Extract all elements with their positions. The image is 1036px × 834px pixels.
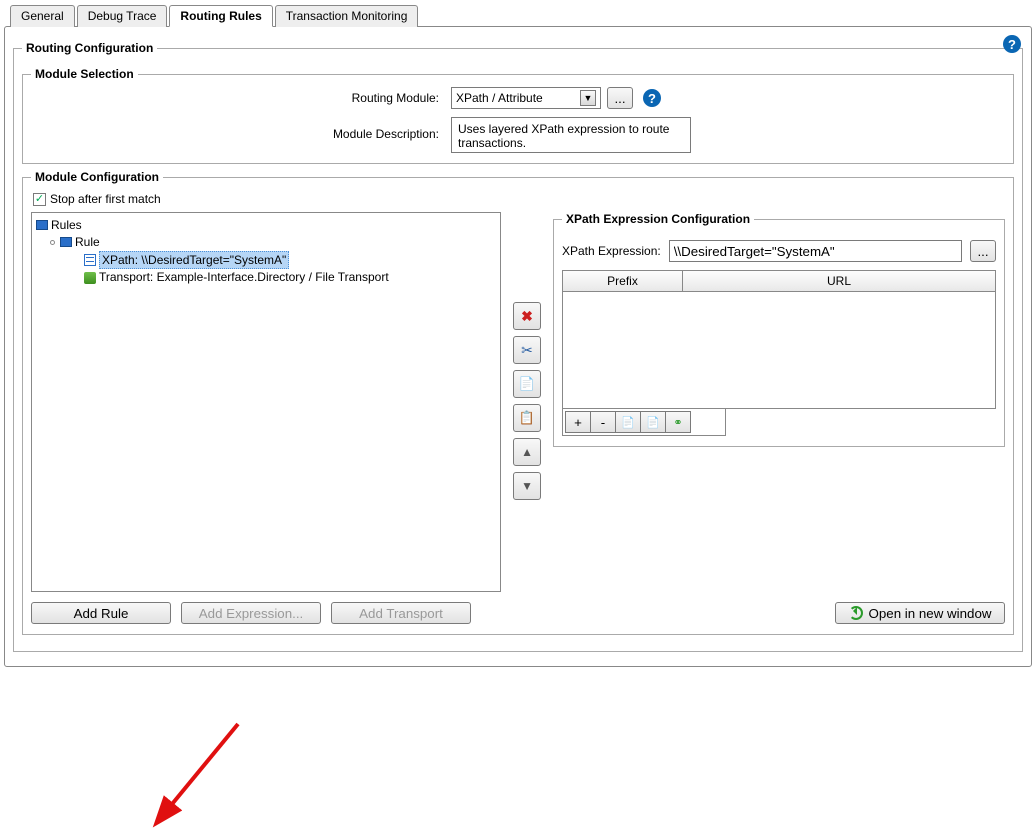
xpath-legend: XPath Expression Configuration (562, 212, 754, 226)
paste-icon: 📋 (519, 410, 535, 426)
checkbox-icon: ✓ (33, 193, 46, 206)
tabs-row: General Debug Trace Routing Rules Transa… (10, 4, 1032, 26)
module-configuration-legend: Module Configuration (31, 170, 163, 184)
stop-after-first-match-checkbox[interactable]: ✓ Stop after first match (33, 192, 161, 206)
rules-tree[interactable]: Rules Rule XPath: \\DesiredTarget="Syste… (31, 212, 501, 592)
module-description-label: Module Description: (31, 117, 451, 141)
chevron-down-icon: ▼ (580, 90, 596, 106)
xpath-expression-label: XPath Expression: (562, 244, 661, 258)
add-transport-button[interactable]: Add Transport (331, 602, 471, 624)
routing-configuration-fieldset: Routing Configuration Module Selection R… (13, 41, 1023, 652)
tab-debug-trace[interactable]: Debug Trace (77, 5, 168, 27)
tree-root-rules[interactable]: Rules (36, 217, 496, 234)
tab-routing-rules[interactable]: Routing Rules (169, 5, 272, 27)
tree-toggle-icon[interactable] (50, 240, 55, 245)
tree-transport-node[interactable]: Transport: Example-Interface.Directory /… (84, 269, 496, 286)
tree-xpath-label: XPath: \\DesiredTarget="SystemA" (99, 251, 289, 270)
delete-button[interactable]: ✖ (513, 302, 541, 330)
page-red-icon: 📄 (621, 416, 635, 429)
routing-module-label: Routing Module: (31, 87, 451, 105)
help-button-top[interactable]: ? (1003, 35, 1021, 53)
routing-configuration-legend: Routing Configuration (22, 41, 157, 55)
namespace-table[interactable]: Prefix URL (562, 270, 996, 409)
column-prefix[interactable]: Prefix (563, 271, 683, 291)
delete-icon: ✖ (521, 308, 533, 325)
page-blue-icon: 📄 (646, 416, 660, 429)
rule-icon (60, 237, 72, 247)
arrow-down-icon: ▼ (521, 479, 533, 493)
routing-module-select[interactable]: XPath / Attribute ▼ (451, 87, 601, 109)
namespace-tool-1[interactable]: 📄 (615, 411, 641, 433)
xpath-expression-input[interactable] (669, 240, 962, 262)
routing-panel: ? Routing Configuration Module Selection… (4, 26, 1032, 667)
module-selection-legend: Module Selection (31, 67, 138, 81)
xpath-expression-panel: XPath Expression Configuration XPath Exp… (553, 212, 1005, 453)
namespace-add-button[interactable]: + (565, 411, 591, 433)
routing-module-value: XPath / Attribute (456, 91, 543, 105)
open-new-window-icon (849, 606, 863, 620)
tab-transaction-monitoring[interactable]: Transaction Monitoring (275, 5, 419, 27)
transport-icon (84, 272, 96, 284)
namespace-tool-3[interactable]: ⚭ (665, 411, 691, 433)
open-in-new-window-button[interactable]: Open in new window (835, 602, 1005, 624)
add-expression-button[interactable]: Add Expression... (181, 602, 321, 624)
tree-rule[interactable]: Rule (50, 234, 496, 251)
tree-transport-label: Transport: Example-Interface.Directory /… (99, 269, 389, 286)
help-icon: ? (1003, 35, 1021, 53)
link-icon: ⚭ (673, 416, 682, 429)
scissors-icon: ✂ (521, 342, 533, 359)
arrow-up-icon: ▲ (521, 445, 533, 459)
cut-button[interactable]: ✂ (513, 336, 541, 364)
bottom-button-row: Add Rule Add Expression... Add Transport… (31, 602, 1005, 624)
stop-after-first-match-label: Stop after first match (50, 192, 161, 206)
tree-toolbar: ✖ ✂ 📄 📋 ▲ ▼ (513, 302, 541, 500)
routing-module-browse-button[interactable]: ... (607, 87, 633, 109)
tab-general[interactable]: General (10, 5, 75, 27)
namespace-remove-button[interactable]: - (590, 411, 616, 433)
xpath-icon (84, 254, 96, 266)
move-up-button[interactable]: ▲ (513, 438, 541, 466)
module-configuration-fieldset: Module Configuration ✓ Stop after first … (22, 170, 1014, 635)
module-help-icon[interactable]: ? (643, 89, 661, 107)
rules-icon (36, 220, 48, 230)
module-description-value: Uses layered XPath expression to route t… (451, 117, 691, 153)
add-rule-button[interactable]: Add Rule (31, 602, 171, 624)
copy-button[interactable]: 📄 (513, 370, 541, 398)
namespace-tool-2[interactable]: 📄 (640, 411, 666, 433)
column-url[interactable]: URL (683, 271, 995, 291)
copy-icon: 📄 (519, 376, 535, 392)
namespace-table-body (563, 292, 995, 408)
move-down-button[interactable]: ▼ (513, 472, 541, 500)
module-selection-fieldset: Module Selection Routing Module: XPath /… (22, 67, 1014, 164)
paste-button[interactable]: 📋 (513, 404, 541, 432)
xpath-browse-button[interactable]: ... (970, 240, 996, 262)
tree-xpath-node[interactable]: XPath: \\DesiredTarget="SystemA" (84, 251, 496, 270)
namespace-toolbar: + - 📄 📄 ⚭ (562, 409, 726, 436)
red-arrow-annotation (143, 714, 263, 834)
